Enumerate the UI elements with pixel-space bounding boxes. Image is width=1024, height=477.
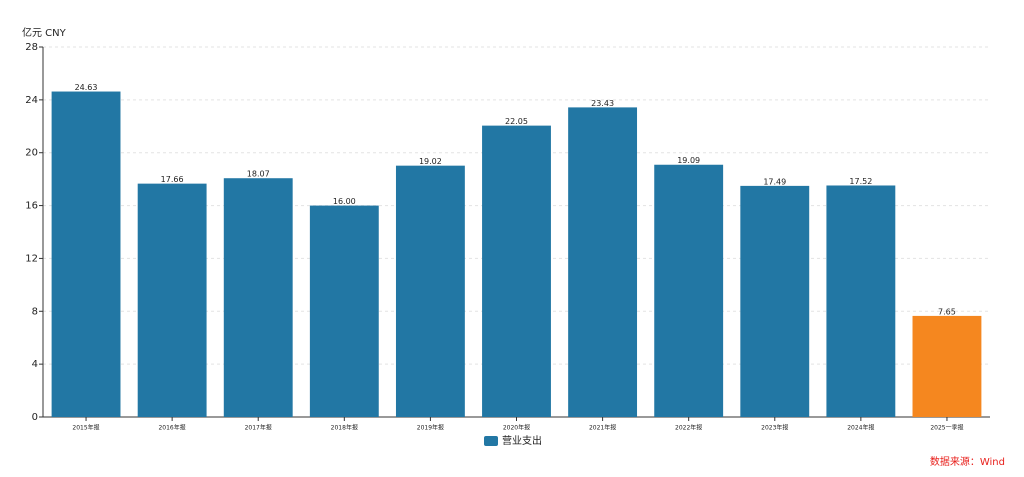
- bar: [654, 164, 724, 417]
- bar: [395, 165, 465, 417]
- y-tick-label: 24: [25, 95, 38, 106]
- bar: [740, 185, 810, 417]
- value-label: 19.02: [419, 157, 442, 166]
- x-tick-label: 2021年报: [589, 424, 616, 432]
- x-tick-label: 2020年报: [503, 424, 530, 432]
- value-label: 17.66: [161, 175, 184, 184]
- x-tick-label: 2019年报: [417, 424, 444, 432]
- bar: [309, 205, 379, 417]
- legend-swatch: [484, 436, 498, 446]
- value-label: 19.09: [677, 156, 700, 165]
- y-tick-label: 28: [25, 42, 38, 53]
- x-tick-label: 2018年报: [331, 424, 358, 432]
- bar: [912, 315, 982, 417]
- y-tick-label: 20: [25, 148, 38, 159]
- x-tick-label: 2016年报: [158, 424, 185, 432]
- value-label: 17.52: [849, 177, 872, 186]
- value-label: 18.07: [247, 170, 270, 179]
- bar: [223, 178, 293, 417]
- x-tick-label: 2022年报: [675, 424, 702, 432]
- x-tick-label: 2025一季报: [930, 424, 963, 432]
- value-label: 17.49: [763, 177, 786, 186]
- value-label: 16.00: [333, 197, 356, 206]
- y-tick-label: 8: [32, 306, 38, 317]
- bar: [482, 125, 551, 417]
- y-tick-label: 12: [25, 253, 38, 264]
- x-tick-label: 2017年报: [245, 424, 272, 432]
- x-tick-label: 2024年报: [847, 424, 874, 432]
- y-tick-label: 16: [25, 201, 38, 212]
- value-label: 22.05: [505, 117, 528, 126]
- bar: [568, 107, 638, 417]
- bar: [51, 91, 121, 418]
- legend-label: 营业支出: [502, 434, 542, 447]
- y-tick-label: 4: [32, 359, 38, 370]
- source-note: 数据来源：Wind: [930, 455, 1005, 468]
- unit-label: 亿元 CNY: [22, 26, 67, 39]
- bar: [826, 185, 896, 417]
- y-tick-label: 0: [32, 412, 38, 423]
- x-tick-label: 2023年报: [761, 424, 788, 432]
- x-tick-label: 2015年报: [72, 424, 99, 432]
- value-label: 23.43: [591, 99, 614, 108]
- value-label: 7.65: [938, 307, 956, 316]
- value-label: 24.63: [75, 83, 98, 92]
- bar: [137, 183, 207, 417]
